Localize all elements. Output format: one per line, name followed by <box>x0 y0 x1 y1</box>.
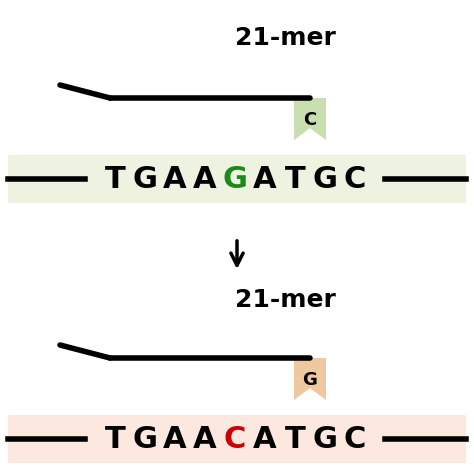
Text: A: A <box>253 164 277 193</box>
Text: A: A <box>193 425 217 454</box>
Text: G: G <box>302 371 318 389</box>
Text: C: C <box>344 164 366 193</box>
Text: T: T <box>284 425 305 454</box>
Text: A: A <box>253 425 277 454</box>
Text: T: T <box>105 164 126 193</box>
FancyBboxPatch shape <box>8 415 466 463</box>
Text: G: G <box>312 425 337 454</box>
Text: A: A <box>163 425 187 454</box>
Text: 21-mer: 21-mer <box>235 288 336 312</box>
Polygon shape <box>294 358 326 400</box>
Text: A: A <box>193 164 217 193</box>
Text: 21-mer: 21-mer <box>235 26 336 50</box>
Text: A: A <box>163 164 187 193</box>
Text: G: G <box>312 164 337 193</box>
Text: C: C <box>303 111 317 129</box>
Text: C: C <box>224 425 246 454</box>
Text: G: G <box>222 164 247 193</box>
Text: C: C <box>344 425 366 454</box>
Text: G: G <box>133 164 157 193</box>
Text: G: G <box>133 425 157 454</box>
FancyBboxPatch shape <box>8 155 466 203</box>
Text: T: T <box>284 164 305 193</box>
Polygon shape <box>294 98 326 140</box>
Text: T: T <box>105 425 126 454</box>
